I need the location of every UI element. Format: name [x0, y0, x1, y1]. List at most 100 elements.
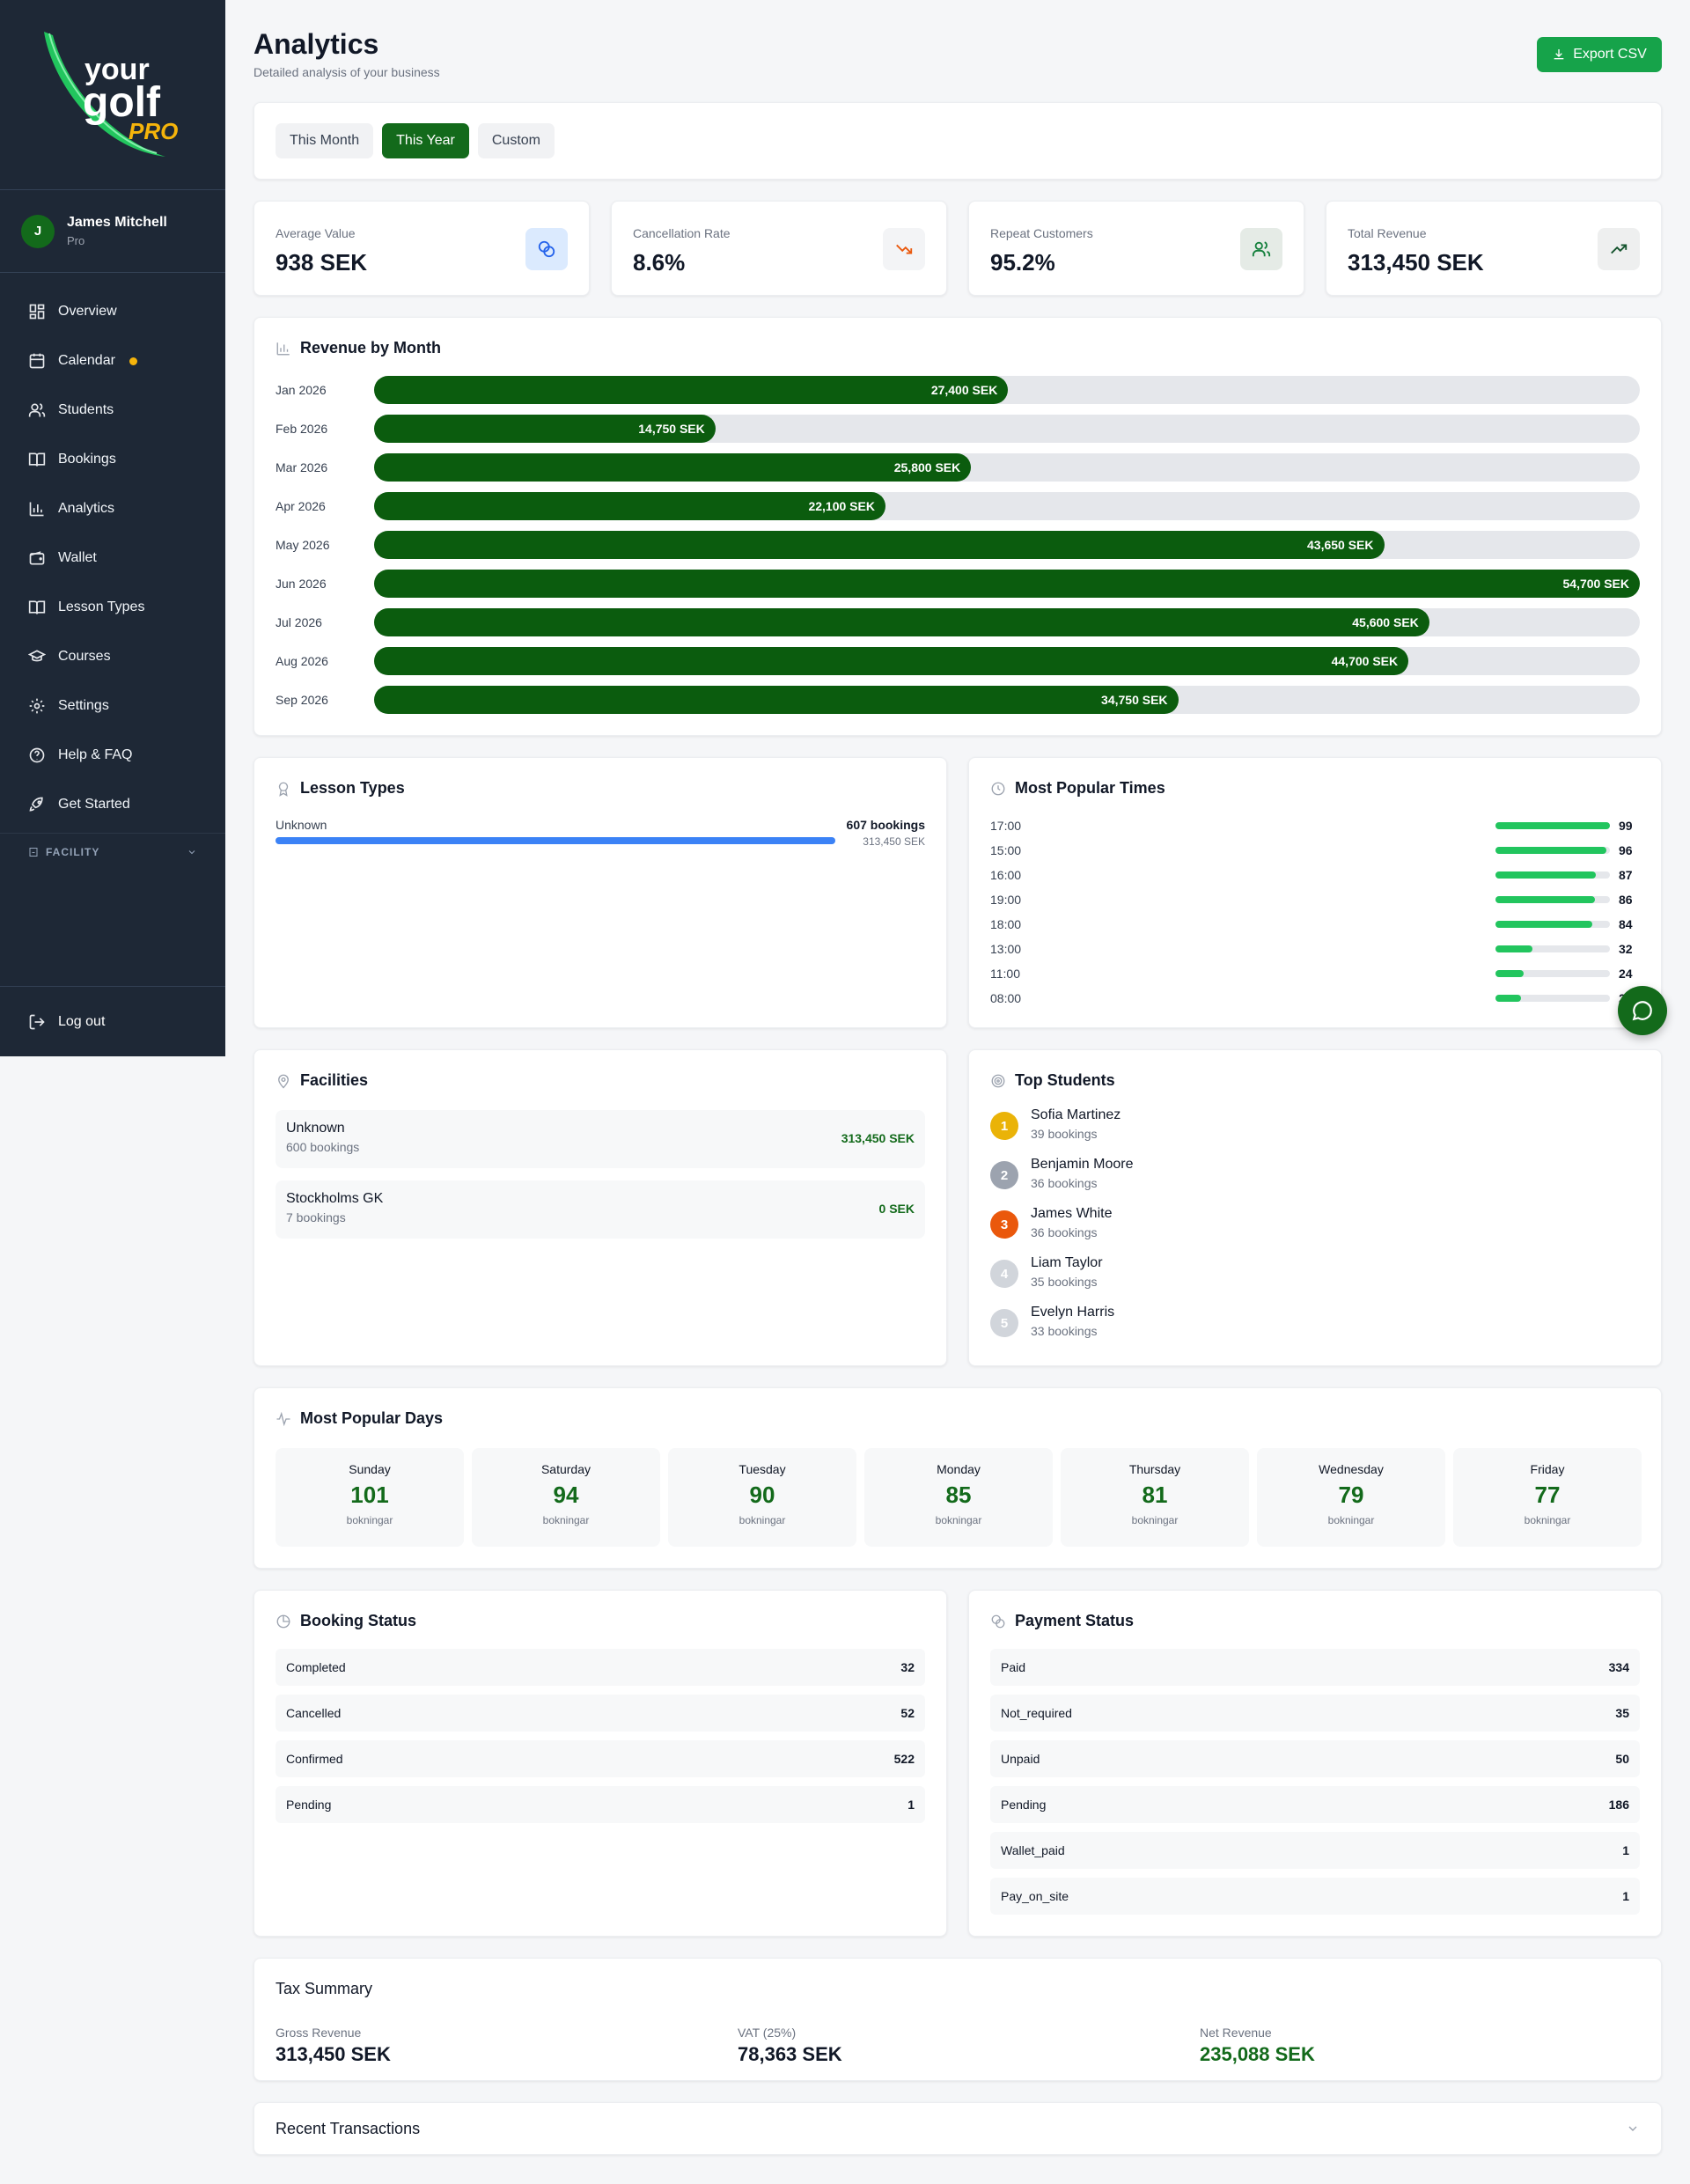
sidebar-nav: Overview Calendar Students Bookings Anal…: [0, 273, 225, 870]
sidebar-item-courses[interactable]: Courses: [0, 632, 225, 681]
award-icon: [278, 782, 289, 797]
sidebar-item-settings[interactable]: Settings: [0, 681, 225, 731]
status-count: 1: [907, 1798, 915, 1812]
recent-transactions-toggle[interactable]: Recent Transactions: [254, 2102, 1662, 2155]
revenue-bar: 54,700 SEK: [374, 570, 1640, 598]
avatar: J: [21, 214, 55, 248]
revenue-title: Revenue by Month: [276, 339, 1640, 357]
revenue-row: Jul 2026 45,600 SEK: [276, 608, 1640, 636]
status-row: Not_required 35: [990, 1695, 1640, 1732]
chevron-down-icon: [1628, 2126, 1637, 2131]
day-name: Friday: [1530, 1462, 1565, 1476]
day-unit: bokningar: [738, 1514, 786, 1526]
status-count: 334: [1608, 1660, 1629, 1674]
sidebar-item-overview[interactable]: Overview: [0, 287, 225, 336]
time-label: 08:00: [990, 991, 1022, 1005]
status-row: Wallet_paid 1: [990, 1832, 1640, 1869]
chat-button[interactable]: [1618, 986, 1667, 1035]
tax-gross-value: 313,450 SEK: [276, 2043, 391, 2065]
time-row: 18:00 84: [990, 915, 1640, 934]
rank-badge: 3: [990, 1210, 1018, 1239]
sidebar-item-calendar[interactable]: Calendar: [0, 336, 225, 386]
status-count: 1: [1622, 1889, 1629, 1903]
time-label: 17:00: [990, 819, 1022, 833]
kpi-cancellation-rate: Cancellation Rate 8.6%: [611, 201, 947, 296]
student-row[interactable]: 1 Sofia Martinez 39 bookings: [990, 1105, 1121, 1154]
time-bar: [1495, 871, 1597, 879]
student-row[interactable]: 2 Benjamin Moore 36 bookings: [990, 1154, 1134, 1203]
day-name: Wednesday: [1319, 1462, 1384, 1476]
sidebar-item-get-started[interactable]: Get Started: [0, 780, 225, 829]
student-name: Liam Taylor: [1031, 1255, 1103, 1270]
status-count: 50: [1615, 1752, 1629, 1766]
lesson-types-card: Lesson Types Unknown 607 bookings 313,45…: [254, 757, 947, 1028]
revenue-bar-value: 54,700 SEK: [1562, 577, 1630, 591]
sidebar-item-analytics[interactable]: Analytics: [0, 484, 225, 533]
time-count: 84: [1619, 917, 1633, 931]
svg-text:golf: golf: [83, 79, 161, 126]
sidebar-item-students[interactable]: Students: [0, 386, 225, 435]
book-open-icon: [28, 600, 46, 614]
day-name: Monday: [937, 1462, 981, 1476]
period-selector: This Month This Year Custom: [254, 102, 1662, 180]
student-row[interactable]: 3 James White 36 bookings: [990, 1203, 1112, 1253]
logo[interactable]: your golf PRO: [0, 0, 225, 190]
sidebar-item-lesson-types[interactable]: Lesson Types: [0, 583, 225, 632]
revenue-bar-value: 25,800 SEK: [893, 460, 961, 474]
time-row: 16:00 87: [990, 865, 1640, 885]
main-content: Analytics Detailed analysis of your busi…: [254, 0, 1662, 2155]
sidebar-item-label: Lesson Types: [58, 599, 145, 614]
sidebar-item-label: Settings: [58, 698, 109, 713]
student-bookings: 36 bookings: [1031, 1176, 1098, 1190]
user-name: James Mitchell: [67, 215, 167, 230]
logout-button[interactable]: Log out: [0, 986, 225, 1056]
student-info: Sofia Martinez 39 bookings: [1031, 1105, 1121, 1141]
revenue-bar-value: 14,750 SEK: [638, 422, 705, 436]
export-csv-button[interactable]: Export CSV: [1537, 37, 1662, 72]
sidebar-item-label: Get Started: [58, 797, 130, 812]
student-bookings: 36 bookings: [1031, 1225, 1098, 1239]
user-profile[interactable]: J James Mitchell Pro: [0, 190, 225, 273]
rank-badge: 4: [990, 1260, 1018, 1288]
revenue-row: Sep 2026 34,750 SEK: [276, 686, 1640, 714]
rocket-icon: [29, 797, 43, 812]
revenue-title-text: Revenue by Month: [300, 339, 442, 357]
revenue-bar-track: 45,600 SEK: [374, 608, 1640, 636]
day-card: Thursday 81 bokningar: [1061, 1448, 1249, 1547]
bar-chart-icon: [29, 502, 44, 517]
status-label: Wallet_paid: [1001, 1843, 1065, 1857]
status-count: 1: [1622, 1843, 1629, 1857]
svg-text:your: your: [84, 53, 150, 86]
revenue-bar-value: 34,750 SEK: [1101, 693, 1168, 707]
period-this-year[interactable]: This Year: [382, 123, 469, 158]
student-row[interactable]: 5 Evelyn Harris 33 bookings: [990, 1302, 1114, 1351]
sidebar-item-bookings[interactable]: Bookings: [0, 435, 225, 484]
time-bar: [1495, 921, 1593, 928]
popular-days-title: Most Popular Days: [276, 1409, 1640, 1428]
users-icon: [28, 403, 46, 417]
status-row: Pending 186: [990, 1786, 1640, 1823]
lesson-types-title-text: Lesson Types: [300, 779, 405, 797]
sidebar-item-help[interactable]: Help & FAQ: [0, 731, 225, 780]
time-bar: [1495, 995, 1521, 1002]
revenue-month-label: Jul 2026: [276, 615, 322, 629]
period-custom[interactable]: Custom: [477, 123, 555, 158]
time-bar-track: [1495, 970, 1610, 977]
time-count: 99: [1619, 819, 1633, 833]
time-count: 24: [1619, 967, 1633, 981]
lesson-type-row: Unknown 607 bookings 313,450 SEK: [276, 818, 925, 848]
revenue-month-label: Sep 2026: [276, 693, 328, 707]
student-row[interactable]: 4 Liam Taylor 35 bookings: [990, 1253, 1103, 1302]
facility-section-toggle[interactable]: FACILITY: [0, 833, 225, 870]
user-role: Pro: [67, 234, 85, 247]
sidebar-item-wallet[interactable]: Wallet: [0, 533, 225, 583]
revenue-bar-track: 22,100 SEK: [374, 492, 1640, 520]
revenue-month-label: Feb 2026: [276, 422, 328, 436]
period-this-month[interactable]: This Month: [276, 123, 374, 158]
chevron-down-icon: [188, 849, 195, 854]
page-header: Analytics Detailed analysis of your busi…: [254, 0, 1662, 100]
lesson-types-title: Lesson Types: [276, 779, 925, 798]
status-count: 186: [1608, 1798, 1629, 1812]
popular-days-title-text: Most Popular Days: [300, 1409, 444, 1427]
time-count: 87: [1619, 868, 1633, 882]
